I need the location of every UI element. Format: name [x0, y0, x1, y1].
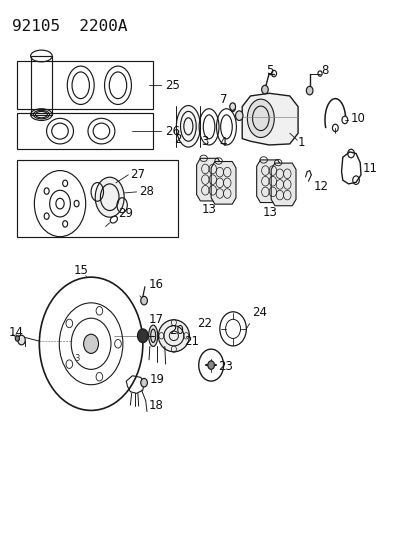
Circle shape — [229, 103, 235, 110]
Text: 19: 19 — [150, 373, 164, 386]
Text: 28: 28 — [138, 185, 153, 198]
Text: 15: 15 — [73, 264, 88, 277]
Polygon shape — [211, 161, 235, 204]
Circle shape — [18, 335, 25, 345]
Ellipse shape — [95, 177, 124, 217]
Text: 22: 22 — [197, 317, 211, 330]
Circle shape — [261, 85, 268, 94]
Ellipse shape — [247, 99, 273, 138]
Circle shape — [235, 111, 242, 120]
Circle shape — [15, 336, 19, 341]
Text: 23: 23 — [218, 360, 233, 373]
Circle shape — [140, 378, 147, 387]
Text: 6: 6 — [228, 102, 235, 115]
Circle shape — [83, 334, 98, 353]
Bar — [17, 61, 153, 109]
Text: 92105  2200A: 92105 2200A — [12, 19, 128, 34]
Text: 7: 7 — [220, 93, 227, 106]
Text: 4: 4 — [219, 136, 227, 149]
Ellipse shape — [176, 106, 200, 147]
Text: 26: 26 — [165, 125, 180, 138]
Text: 12: 12 — [313, 180, 328, 193]
Text: 27: 27 — [130, 168, 145, 181]
Text: 3: 3 — [74, 354, 79, 363]
Bar — [17, 160, 178, 237]
Ellipse shape — [158, 320, 189, 352]
Text: 11: 11 — [362, 163, 377, 175]
Text: 13: 13 — [262, 206, 277, 219]
Text: 13: 13 — [201, 203, 216, 216]
Text: 8: 8 — [320, 64, 328, 77]
Text: 14: 14 — [9, 326, 24, 338]
Text: 20: 20 — [169, 324, 183, 337]
Text: 21: 21 — [183, 335, 198, 348]
Circle shape — [140, 296, 147, 305]
Bar — [31, 56, 52, 115]
Bar — [17, 113, 153, 149]
Text: 24: 24 — [252, 306, 267, 319]
Text: 1: 1 — [297, 136, 305, 149]
Polygon shape — [242, 93, 297, 145]
Polygon shape — [271, 163, 295, 206]
Polygon shape — [196, 158, 221, 201]
Circle shape — [137, 329, 148, 343]
Text: 25: 25 — [165, 79, 180, 92]
Text: 3: 3 — [201, 135, 208, 148]
Circle shape — [207, 361, 214, 369]
Circle shape — [306, 86, 312, 95]
Text: 5: 5 — [266, 64, 273, 77]
Text: 16: 16 — [148, 278, 163, 291]
Text: 17: 17 — [149, 313, 164, 326]
Text: 18: 18 — [148, 399, 163, 411]
Polygon shape — [256, 160, 281, 203]
Text: 2: 2 — [174, 133, 181, 146]
Text: 10: 10 — [350, 112, 365, 125]
Ellipse shape — [148, 325, 157, 346]
Text: 29: 29 — [118, 207, 133, 220]
